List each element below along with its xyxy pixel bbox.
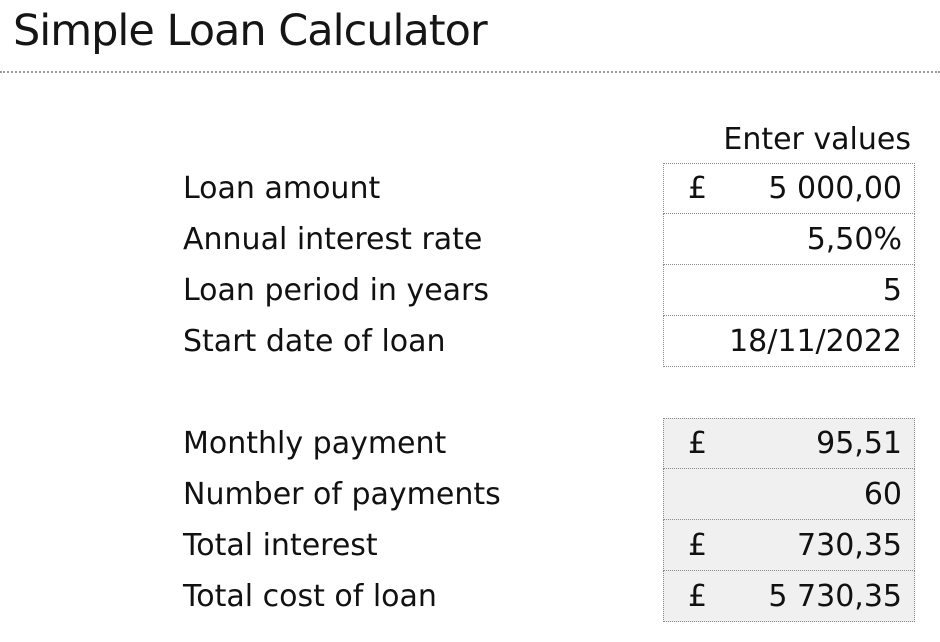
cell-loan-amount[interactable]: £ 5 000,00 [663, 163, 915, 214]
cell-number-of-payments: 60 [663, 469, 915, 520]
currency-symbol: £ [688, 578, 708, 614]
cell-start-date[interactable]: 18/11/2022 [663, 316, 915, 367]
cell-value: 5 [882, 272, 902, 308]
label-loan-period: Loan period in years [183, 273, 490, 308]
cell-monthly-payment: £ 95,51 [663, 418, 915, 469]
cell-value: 5 730,35 [768, 578, 902, 614]
row-annual-interest-rate: Annual interest rate 5,50% [183, 214, 915, 265]
label-annual-interest-rate: Annual interest rate [183, 222, 483, 257]
label-start-date: Start date of loan [183, 324, 446, 359]
row-total-cost: Total cost of loan £ 5 730,35 [183, 571, 915, 622]
row-start-date: Start date of loan 18/11/2022 [183, 316, 915, 367]
cell-total-interest: £ 730,35 [663, 520, 915, 571]
cell-value: 730,35 [797, 527, 902, 563]
row-total-interest: Total interest £ 730,35 [183, 520, 915, 571]
row-monthly-payment: Monthly payment £ 95,51 [183, 418, 915, 469]
input-section: Loan amount £ 5 000,00 Annual interest r… [183, 163, 915, 367]
cell-value: 60 [863, 476, 902, 512]
cell-total-cost: £ 5 730,35 [663, 571, 915, 622]
label-loan-amount: Loan amount [183, 171, 381, 206]
row-loan-amount: Loan amount £ 5 000,00 [183, 163, 915, 214]
cell-loan-period[interactable]: 5 [663, 265, 915, 316]
enter-values-header: Enter values [723, 122, 911, 157]
currency-symbol: £ [688, 426, 708, 461]
row-number-of-payments: Number of payments 60 [183, 469, 915, 520]
label-total-interest: Total interest [183, 528, 378, 563]
currency-symbol: £ [688, 171, 708, 206]
label-total-cost: Total cost of loan [183, 579, 437, 614]
title-divider [0, 71, 940, 73]
label-monthly-payment: Monthly payment [183, 426, 447, 461]
label-number-of-payments: Number of payments [183, 477, 501, 512]
cell-value: 18/11/2022 [729, 323, 902, 359]
result-section: Monthly payment £ 95,51 Number of paymen… [183, 418, 915, 622]
cell-value: 5,50% [806, 221, 902, 257]
page-title: Simple Loan Calculator [13, 6, 488, 56]
row-loan-period: Loan period in years 5 [183, 265, 915, 316]
cell-value: 5 000,00 [768, 171, 902, 206]
cell-annual-interest-rate[interactable]: 5,50% [663, 214, 915, 265]
currency-symbol: £ [688, 527, 708, 563]
cell-value: 95,51 [816, 426, 902, 461]
